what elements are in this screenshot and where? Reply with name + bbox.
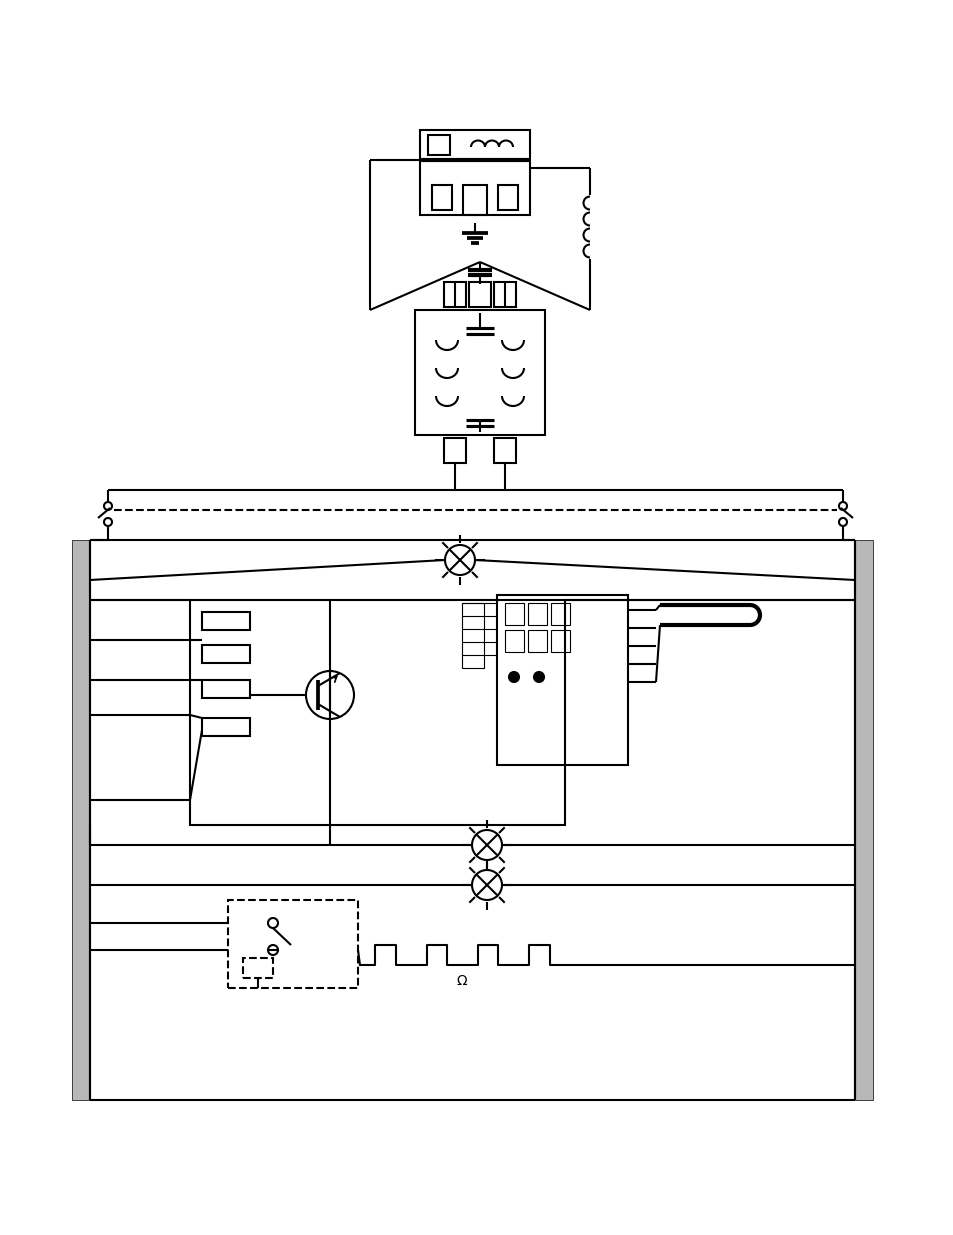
Bar <box>432 185 452 210</box>
Bar <box>494 438 516 463</box>
Bar <box>202 613 250 630</box>
Bar <box>190 600 564 825</box>
Bar <box>202 718 250 736</box>
Bar <box>497 185 517 210</box>
Bar <box>527 630 546 652</box>
Bar <box>462 185 486 215</box>
Bar <box>551 630 569 652</box>
Bar <box>497 595 627 764</box>
Bar <box>202 680 250 698</box>
Bar <box>527 603 546 625</box>
Text: Ω: Ω <box>456 974 467 988</box>
Bar <box>71 540 90 1100</box>
Bar <box>419 130 530 215</box>
Bar <box>202 645 250 663</box>
Bar <box>228 900 357 988</box>
Bar <box>443 282 465 308</box>
Bar <box>551 603 569 625</box>
Bar <box>443 438 465 463</box>
Bar <box>243 958 273 978</box>
Bar <box>494 282 516 308</box>
Bar <box>854 540 872 1100</box>
Circle shape <box>534 672 543 682</box>
Bar <box>428 135 450 156</box>
Bar <box>461 603 483 668</box>
Circle shape <box>509 672 518 682</box>
Bar <box>415 310 544 435</box>
Bar <box>504 630 523 652</box>
Bar <box>469 282 491 308</box>
Bar <box>504 603 523 625</box>
